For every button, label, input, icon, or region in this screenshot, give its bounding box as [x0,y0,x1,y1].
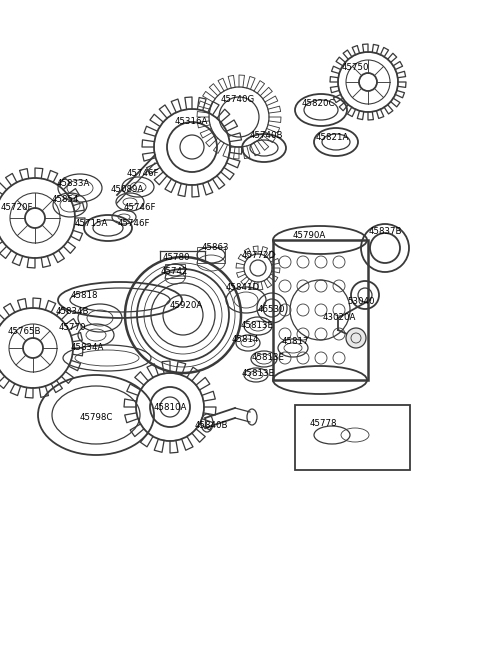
Text: 45778: 45778 [309,419,337,428]
Text: 45833A: 45833A [56,179,90,187]
Text: 46530: 46530 [257,305,285,314]
Text: 45841D: 45841D [226,284,260,293]
Text: 45715A: 45715A [74,219,108,229]
Text: 45818: 45818 [70,291,98,299]
Text: 45820C: 45820C [301,98,335,107]
Text: 45813E: 45813E [241,369,275,377]
Text: 45770: 45770 [58,324,86,333]
Text: 45837B: 45837B [368,227,402,236]
Text: 45790A: 45790A [292,231,325,240]
Text: 45834A: 45834A [70,343,104,352]
Text: 45746F: 45746F [124,202,156,212]
Text: 45798C: 45798C [79,413,113,422]
Text: 45740B: 45740B [249,130,283,140]
Text: 45742: 45742 [160,267,188,276]
Text: 43020A: 43020A [322,312,356,322]
Text: 45740G: 45740G [221,96,255,105]
Text: 45746F: 45746F [127,168,159,178]
Text: 45854: 45854 [51,195,79,204]
Bar [197,247,225,263]
Text: 45720F: 45720F [1,204,33,212]
Text: 45780: 45780 [162,253,190,263]
Text: 45863: 45863 [201,244,229,252]
Bar [165,264,185,278]
Text: 45316A: 45316A [174,117,208,126]
Text: 45746F: 45746F [118,219,150,229]
Bar [295,405,410,470]
Text: 45813E: 45813E [252,352,285,362]
Text: 45817: 45817 [281,337,309,346]
Text: 45765B: 45765B [7,328,41,337]
Text: 45920A: 45920A [169,301,203,310]
Bar [273,240,368,380]
Text: 45089A: 45089A [110,185,144,195]
Text: 45840B: 45840B [194,421,228,430]
Text: 45821A: 45821A [315,134,348,143]
Text: 45750: 45750 [341,64,369,73]
Text: 45810A: 45810A [153,403,187,413]
Text: 45813E: 45813E [240,320,274,329]
Text: 45772D: 45772D [242,250,276,259]
Circle shape [346,328,366,348]
Text: 45814: 45814 [231,335,259,345]
Text: 53040: 53040 [347,297,375,307]
Text: 45834B: 45834B [55,307,89,316]
